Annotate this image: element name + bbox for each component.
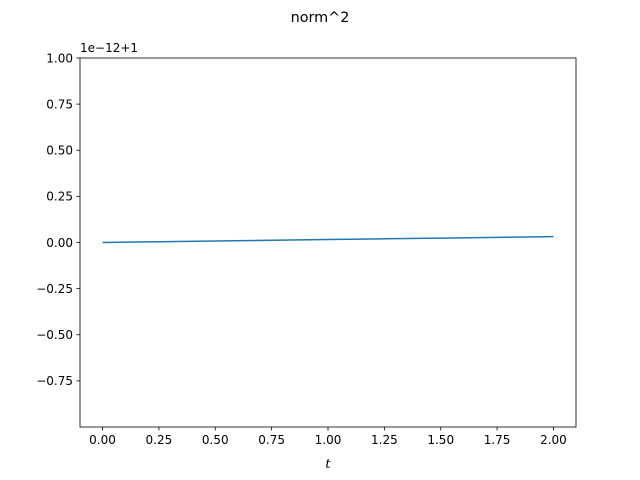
x-tick-label: 2.00: [540, 433, 567, 447]
y-tick-label: 0.25: [46, 190, 73, 204]
x-tick-label: 1.25: [371, 433, 398, 447]
series-line-0: [102, 235, 554, 244]
y-tick-label: −0.50: [36, 328, 73, 342]
y-tick-label: 1.00: [46, 51, 73, 65]
x-tick-label: 0.50: [202, 433, 229, 447]
y-offset-label: 1e−12+1: [80, 41, 138, 55]
x-tick-label: 0.25: [146, 433, 173, 447]
x-tick-label: 1.75: [484, 433, 511, 447]
x-axis-label: t: [325, 457, 331, 472]
x-tick-label: 0.00: [89, 433, 116, 447]
y-tick-label: 0.50: [46, 144, 73, 158]
plot-area: 0.00 0.25 0.50 0.75 1.00 1.25 1.50 1.75 2.00 −0.7…: [36, 51, 577, 447]
y-tick-label: −0.75: [36, 374, 73, 388]
chart-title: norm^2: [291, 10, 350, 26]
x-tick-label: 1.50: [427, 433, 454, 447]
y-tick-label: −0.25: [36, 282, 73, 296]
x-tick-label: 1.00: [315, 433, 342, 447]
x-tick-label: 0.75: [258, 433, 285, 447]
y-tick-label: 0.00: [46, 236, 73, 250]
y-tick-label: 0.75: [46, 97, 73, 111]
